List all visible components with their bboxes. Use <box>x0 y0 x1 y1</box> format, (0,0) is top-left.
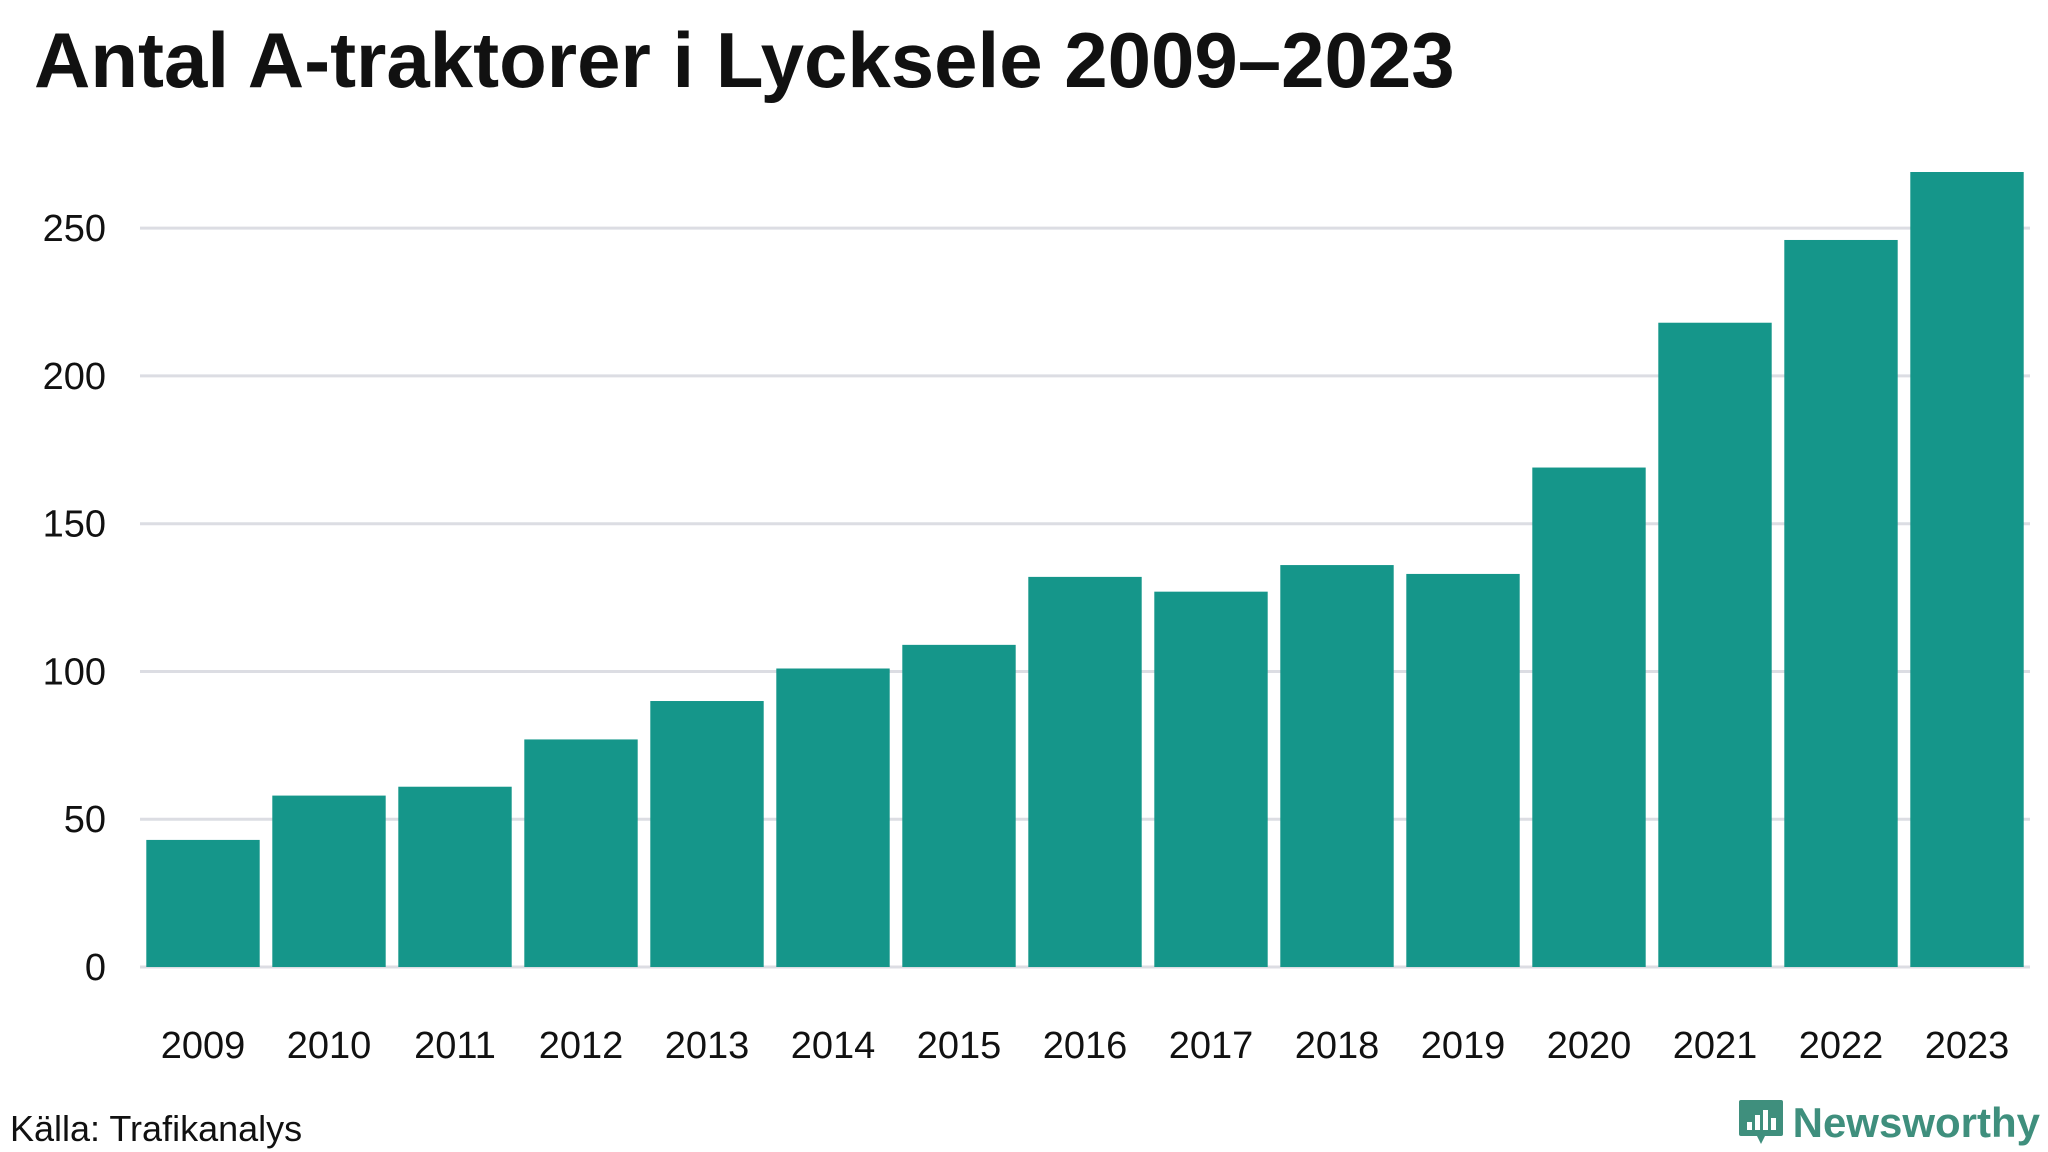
bar-2017 <box>1154 591 1268 967</box>
bar-2012 <box>524 739 638 967</box>
bar-2015 <box>902 644 1016 967</box>
bar-2014 <box>776 668 890 967</box>
x-tick-label: 2009 <box>161 1025 246 1067</box>
bar-2010 <box>272 795 386 967</box>
source-note: Källa: Trafikanalys <box>10 1108 303 1149</box>
y-tick-label: 100 <box>43 651 106 693</box>
y-tick-label: 50 <box>64 799 106 841</box>
y-tick-label: 150 <box>43 504 106 546</box>
y-tick-label: 200 <box>43 356 106 398</box>
x-tick-label: 2014 <box>791 1025 876 1067</box>
x-tick-label: 2017 <box>1169 1025 1254 1067</box>
chart-title: Antal A-traktorer i Lycksele 2009–2023 <box>34 16 1455 104</box>
brand-logo: Newsworthy <box>1737 1098 2040 1148</box>
y-axis-ticks: 0 50 100 150 200 250 <box>43 208 106 989</box>
x-tick-label: 2018 <box>1295 1025 1380 1067</box>
x-axis-ticks: 2009 2010 2011 2012 2013 2014 2015 2016 2017 2018… <box>161 1025 2010 1067</box>
x-tick-label: 2022 <box>1799 1025 1884 1067</box>
bar-2018 <box>1280 565 1394 967</box>
bar-2016 <box>1028 576 1142 967</box>
x-tick-label: 2023 <box>1925 1025 2010 1067</box>
bars <box>146 172 2024 967</box>
bar-2011 <box>398 786 512 967</box>
x-tick-label: 2019 <box>1421 1025 1506 1067</box>
x-tick-label: 2016 <box>1043 1025 1128 1067</box>
x-tick-label: 2015 <box>917 1025 1002 1067</box>
bar-2020 <box>1532 467 1646 967</box>
newsworthy-logo-icon <box>1738 1100 1783 1144</box>
y-tick-label: 250 <box>43 208 106 250</box>
x-tick-label: 2020 <box>1547 1025 1632 1067</box>
x-tick-label: 2011 <box>414 1025 496 1067</box>
bar-2023 <box>1910 172 2024 967</box>
bar-2019 <box>1406 573 1520 967</box>
bar-2013 <box>650 701 764 967</box>
x-tick-label: 2013 <box>665 1025 750 1067</box>
bar-2022 <box>1784 239 1898 967</box>
x-tick-label: 2021 <box>1673 1025 1758 1067</box>
x-tick-label: 2012 <box>539 1025 624 1067</box>
y-tick-label: 0 <box>85 947 106 989</box>
brand-name: Newsworthy <box>1792 1099 2040 1146</box>
bar-2009 <box>146 839 260 967</box>
x-tick-label: 2010 <box>287 1025 372 1067</box>
bar-2021 <box>1658 322 1772 967</box>
